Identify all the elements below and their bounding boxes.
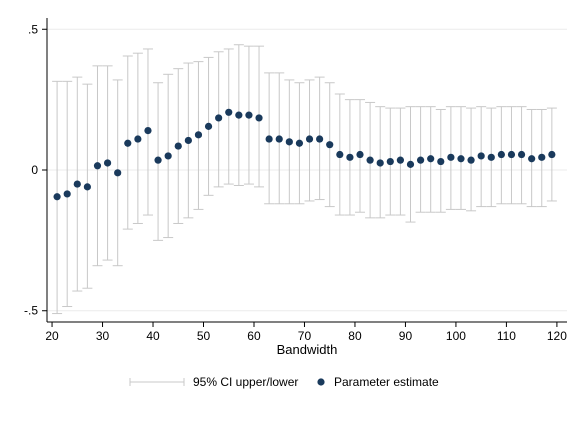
legend-item-estimate: Parameter estimate: [317, 375, 439, 389]
legend-ci-label: 95% CI upper/lower: [193, 375, 298, 389]
estimate-point: [194, 131, 203, 139]
estimate-point: [386, 157, 394, 166]
estimate-point: [437, 157, 445, 166]
estimate-point: [164, 152, 172, 160]
x-tick-label-7: 90: [399, 329, 413, 343]
estimate-point: [134, 135, 142, 143]
estimate-point: [497, 150, 505, 159]
estimate-point: [215, 114, 223, 122]
estimate-point: [53, 193, 61, 201]
y-tick-label-0: -.5: [24, 304, 38, 318]
estimate-point: [93, 162, 102, 170]
estimate-point: [477, 152, 485, 160]
estimate-point: [204, 122, 213, 130]
estimate-points: [53, 108, 556, 201]
estimate-point: [406, 160, 415, 168]
estimate-point: [356, 150, 364, 159]
estimate-point: [184, 136, 192, 145]
legend-point-swatch: [317, 378, 325, 386]
estimate-point: [326, 141, 334, 149]
ci-bars: [52, 44, 557, 315]
x-tick-label-6: 80: [348, 329, 362, 343]
estimate-point: [538, 153, 546, 161]
estimate-point: [235, 111, 243, 119]
estimate-point: [305, 135, 314, 143]
estimate-point: [467, 156, 475, 164]
estimate-point: [346, 153, 354, 161]
legend: 95% CI upper/lower Parameter estimate: [129, 375, 439, 389]
ticks: 20 30 40 50 60 70 80 90 100 110 120 -.5 0 .5: [24, 22, 567, 343]
estimate-point: [103, 159, 112, 167]
estimate-point: [285, 138, 293, 146]
estimate-point: [295, 139, 304, 147]
estimate-point: [507, 150, 516, 159]
estimate-point: [416, 156, 425, 164]
estimate-point: [517, 150, 526, 159]
ci-bar: [223, 48, 234, 185]
y-tick-label-1: 0: [31, 163, 38, 177]
estimate-point: [63, 190, 71, 198]
x-tick-label-2: 40: [146, 329, 160, 343]
estimate-point: [83, 183, 91, 191]
estimate-point: [548, 150, 556, 159]
estimate-point: [376, 159, 384, 167]
estimate-point: [265, 135, 273, 143]
estimate-point: [396, 156, 404, 164]
x-tick-label-1: 30: [96, 329, 110, 343]
x-tick-label-0: 20: [45, 329, 59, 343]
legend-estimate-label: Parameter estimate: [334, 375, 439, 389]
estimate-point: [73, 180, 81, 188]
estimate-point: [275, 135, 283, 143]
estimate-point: [245, 111, 253, 119]
estimate-point: [528, 155, 536, 163]
estimate-point: [487, 153, 495, 161]
x-axis-label: Bandwidth: [277, 342, 338, 357]
estimate-point: [255, 114, 263, 122]
estimate-point: [316, 135, 324, 143]
grid: [47, 28, 567, 312]
estimate-point: [154, 156, 162, 164]
x-tick-label-5: 70: [298, 329, 312, 343]
estimate-point: [366, 156, 374, 164]
estimate-point: [174, 142, 182, 150]
y-tick-label-2: .5: [28, 22, 38, 36]
legend-item-ci: 95% CI upper/lower: [129, 375, 298, 389]
estimate-point: [225, 108, 233, 116]
x-tick-label-4: 60: [247, 329, 261, 343]
x-tick-label-9: 110: [497, 329, 516, 343]
estimate-point: [457, 155, 465, 163]
estimate-point: [447, 153, 455, 161]
estimate-point: [336, 150, 344, 159]
estimate-point: [144, 126, 152, 135]
estimate-point: [124, 139, 132, 147]
estimate-point: [427, 155, 435, 163]
estimate-point: [114, 169, 122, 177]
x-tick-label-8: 100: [446, 329, 466, 343]
x-tick-label-3: 50: [197, 329, 211, 343]
x-tick-label-10: 120: [547, 329, 567, 343]
